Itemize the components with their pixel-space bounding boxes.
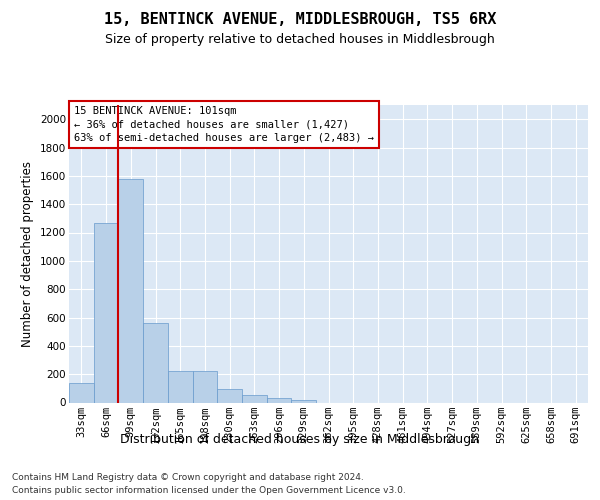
Bar: [69, 382, 94, 402]
Bar: [168, 372, 193, 402]
Text: Contains public sector information licensed under the Open Government Licence v3: Contains public sector information licen…: [12, 486, 406, 495]
Text: 15 BENTINCK AVENUE: 101sqm
← 36% of detached houses are smaller (1,427)
63% of s: 15 BENTINCK AVENUE: 101sqm ← 36% of deta…: [74, 106, 374, 143]
Y-axis label: Number of detached properties: Number of detached properties: [22, 161, 34, 347]
Bar: [292, 400, 316, 402]
Bar: [217, 389, 242, 402]
Text: Size of property relative to detached houses in Middlesbrough: Size of property relative to detached ho…: [105, 32, 495, 46]
Bar: [242, 396, 267, 402]
Bar: [193, 372, 217, 402]
Text: 15, BENTINCK AVENUE, MIDDLESBROUGH, TS5 6RX: 15, BENTINCK AVENUE, MIDDLESBROUGH, TS5 …: [104, 12, 496, 28]
Bar: [94, 222, 118, 402]
Text: Distribution of detached houses by size in Middlesbrough: Distribution of detached houses by size …: [121, 432, 479, 446]
Bar: [267, 398, 292, 402]
Bar: [118, 178, 143, 402]
Bar: [143, 323, 168, 402]
Text: Contains HM Land Registry data © Crown copyright and database right 2024.: Contains HM Land Registry data © Crown c…: [12, 472, 364, 482]
